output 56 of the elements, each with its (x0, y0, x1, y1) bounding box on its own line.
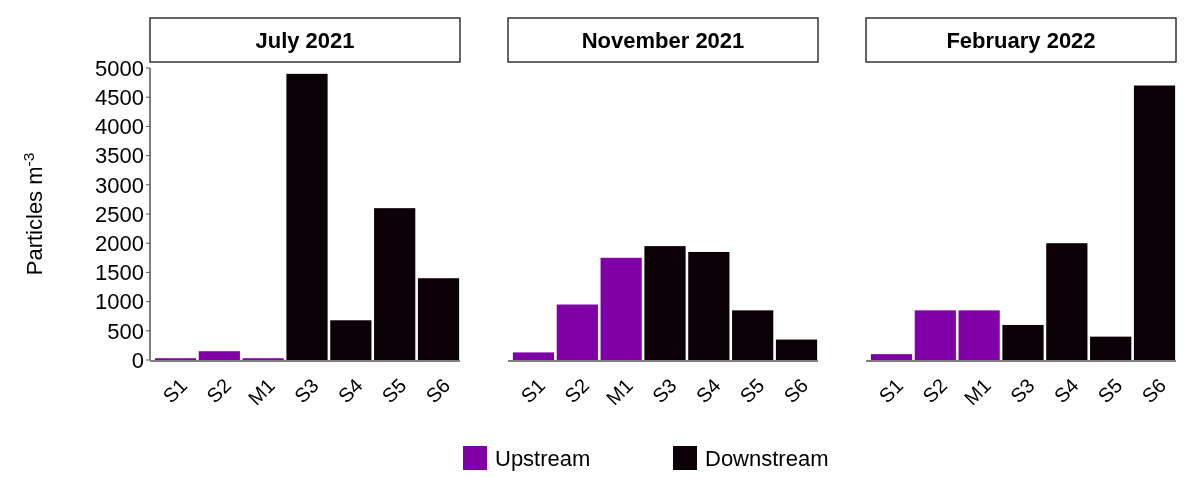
x-tick-label: S5 (735, 374, 769, 408)
x-tick-label: S6 (421, 374, 455, 408)
legend-label: Upstream (495, 445, 591, 471)
x-tick-label: S5 (377, 374, 411, 408)
x-tick-label: M1 (601, 374, 637, 410)
x-tick-label: S6 (1137, 374, 1171, 408)
chart-title: July 2021 (255, 28, 355, 53)
bar (1090, 336, 1132, 360)
y-tick-label: 500 (107, 318, 144, 344)
y-tick-label: 4500 (95, 84, 144, 110)
x-tick-label: S2 (918, 374, 952, 408)
y-tick-label: 3000 (95, 172, 144, 198)
x-tick-label: S3 (289, 374, 323, 408)
x-tick-label: S3 (1005, 374, 1039, 408)
x-tick-label: S1 (158, 374, 192, 408)
bar (374, 208, 416, 360)
x-tick-label: S6 (779, 374, 813, 408)
bar (1046, 243, 1088, 360)
x-tick-label: S2 (202, 374, 236, 408)
bar (775, 339, 818, 360)
y-tick-label: 1000 (95, 289, 144, 315)
bar (644, 246, 686, 360)
legend-label: Downstream (705, 445, 829, 471)
y-tick-label: 1500 (95, 260, 144, 286)
y-tick-label: 2500 (95, 201, 144, 227)
bar (914, 310, 956, 360)
bar (512, 352, 555, 360)
bar (1002, 324, 1044, 360)
y-tick-label: 2000 (95, 230, 144, 256)
bar (870, 354, 913, 360)
x-tick-label: S1 (874, 374, 908, 408)
bar (688, 251, 730, 360)
x-tick-label: S5 (1093, 374, 1127, 408)
x-tick-label: S4 (691, 374, 725, 408)
y-tick-label: 5000 (95, 55, 144, 81)
bar (958, 310, 1000, 360)
x-tick-label: S4 (1049, 374, 1083, 408)
chart-title: November 2021 (581, 28, 745, 53)
chart-title: February 2022 (946, 28, 1096, 53)
y-tick-label: 0 (131, 347, 144, 373)
bar (556, 304, 598, 360)
x-tick-label: S3 (647, 374, 681, 408)
bar (732, 310, 774, 360)
x-tick-label: S4 (333, 374, 367, 408)
bar (1133, 85, 1176, 360)
bar (417, 278, 460, 360)
bar (286, 73, 328, 360)
x-tick-label: M1 (959, 374, 995, 410)
bar (330, 320, 372, 360)
x-tick-label: S2 (560, 374, 594, 408)
y-tick-label: 3500 (95, 143, 144, 169)
bar (600, 257, 642, 360)
bar (198, 351, 240, 360)
y-tick-label: 4000 (95, 114, 144, 140)
x-tick-label: S1 (516, 374, 550, 408)
x-tick-label: M1 (243, 374, 279, 410)
